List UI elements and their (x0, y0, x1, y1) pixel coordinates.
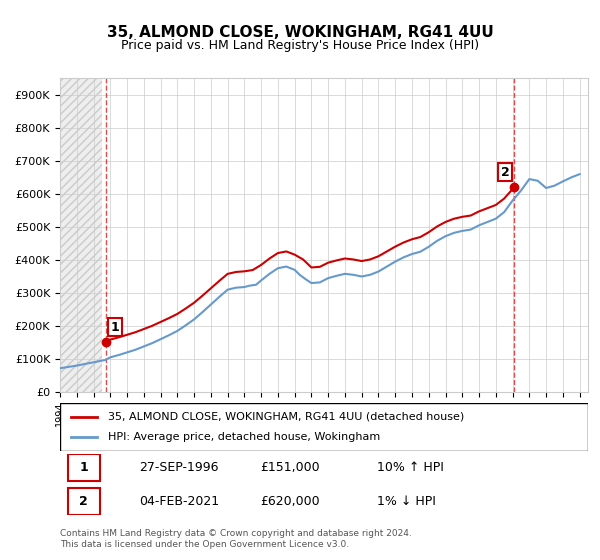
Text: 2: 2 (79, 495, 88, 508)
Text: 35, ALMOND CLOSE, WOKINGHAM, RG41 4UU (detached house): 35, ALMOND CLOSE, WOKINGHAM, RG41 4UU (d… (107, 412, 464, 422)
Text: 35, ALMOND CLOSE, WOKINGHAM, RG41 4UU: 35, ALMOND CLOSE, WOKINGHAM, RG41 4UU (107, 25, 493, 40)
Text: 04-FEB-2021: 04-FEB-2021 (139, 495, 220, 508)
FancyBboxPatch shape (68, 454, 100, 480)
Text: 1% ↓ HPI: 1% ↓ HPI (377, 495, 436, 508)
Text: 1: 1 (79, 461, 88, 474)
Text: Contains HM Land Registry data © Crown copyright and database right 2024.
This d: Contains HM Land Registry data © Crown c… (60, 529, 412, 549)
FancyBboxPatch shape (68, 488, 100, 515)
Bar (60, 78, 102, 392)
Text: 10% ↑ HPI: 10% ↑ HPI (377, 461, 443, 474)
Text: HPI: Average price, detached house, Wokingham: HPI: Average price, detached house, Woki… (107, 432, 380, 442)
Text: Price paid vs. HM Land Registry's House Price Index (HPI): Price paid vs. HM Land Registry's House … (121, 39, 479, 52)
Text: £620,000: £620,000 (260, 495, 320, 508)
Text: 1: 1 (111, 321, 120, 334)
Text: £151,000: £151,000 (260, 461, 320, 474)
Text: 27-SEP-1996: 27-SEP-1996 (139, 461, 218, 474)
FancyBboxPatch shape (60, 403, 588, 451)
Text: 2: 2 (500, 166, 509, 179)
